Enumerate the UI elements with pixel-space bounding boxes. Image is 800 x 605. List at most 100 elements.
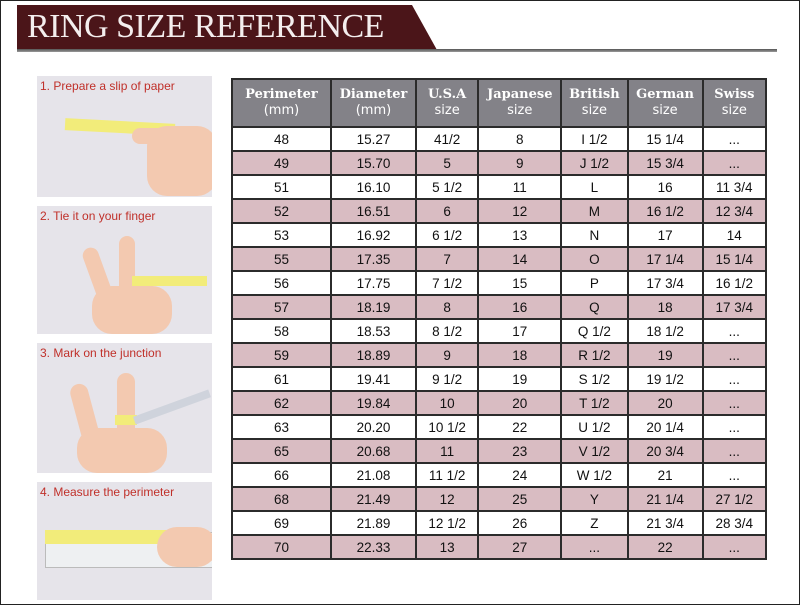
column-header: British size <box>560 78 629 128</box>
title-banner: RING SIZE REFERENCE <box>17 5 437 50</box>
table-row: 65 20.68 11 23 V 1/2 20 3/4... <box>231 438 768 464</box>
table-row: 53 16.92 6 1/2 13 N 17 14 <box>231 222 768 248</box>
table-cell: 12 3/4 <box>701 198 768 224</box>
column-header-name: Diameter <box>339 87 408 102</box>
column-header: Diameter (mm) <box>329 78 418 128</box>
table-cell: 49 <box>231 150 332 176</box>
table-cell: O <box>560 246 629 272</box>
table-cell: 20.20 <box>329 414 418 440</box>
table-cell: 22.33 <box>329 534 418 560</box>
table-cell: M <box>560 198 629 224</box>
table-cell: 21.89 <box>329 510 418 536</box>
table-cell: Q 1/2 <box>560 318 629 344</box>
table-cell: 8 <box>477 126 563 152</box>
table-row: 49 15.70 5 9 J 1/2 15 3/4... <box>231 150 768 176</box>
hand-image <box>157 527 212 567</box>
table-cell: 17 1/4 <box>626 246 704 272</box>
table-cell: 58 <box>231 318 332 344</box>
column-header: Swiss size <box>701 78 768 128</box>
step-3-panel: 3. Mark on the junction <box>37 343 212 473</box>
table-row: 55 17.35 7 14 O 17 1/4 15 1/4 <box>231 246 768 272</box>
column-header-name: Japanese <box>487 87 553 102</box>
table-cell: 19 <box>626 342 704 368</box>
table-cell: 61 <box>231 366 332 392</box>
table-cell: 27 <box>477 534 563 560</box>
column-header-name: Swiss <box>714 87 755 102</box>
column-header-unit: size <box>507 103 533 118</box>
table-cell: 19.84 <box>329 390 418 416</box>
paper-strip-image <box>115 415 137 425</box>
table-cell: R 1/2 <box>560 342 629 368</box>
table-cell: ... <box>701 366 768 392</box>
table-cell: 11 3/4 <box>701 174 768 200</box>
table-cell: 12 1/2 <box>415 510 480 536</box>
table-cell: 5 1/2 <box>415 174 480 200</box>
table-cell: 17 3/4 <box>701 294 768 320</box>
column-header-unit: size <box>434 103 460 118</box>
table-cell: 18 <box>477 342 563 368</box>
finger-image <box>132 128 182 144</box>
table-cell: U 1/2 <box>560 414 629 440</box>
table-cell: ... <box>701 150 768 176</box>
table-row: 70 22.33 13 27... 22... <box>231 534 768 560</box>
table-cell: Z <box>560 510 629 536</box>
table-cell: 14 <box>701 222 768 248</box>
table-cell: 20 3/4 <box>626 438 704 464</box>
table-cell: 19 <box>477 366 563 392</box>
table-cell: 8 <box>415 294 480 320</box>
table-cell: 15 1/4 <box>626 126 704 152</box>
column-header-unit: size <box>581 103 608 118</box>
table-cell: 59 <box>231 342 332 368</box>
table-cell: 20 1/4 <box>626 414 704 440</box>
table-row: 51 16.10 5 1/2 11 L 16 11 3/4 <box>231 174 768 200</box>
table-cell: 6 1/2 <box>415 222 480 248</box>
table-cell: ... <box>701 126 768 152</box>
table-row: 69 21.89 12 1/2 26 Z 21 3/4 28 3/4 <box>231 510 768 536</box>
column-header-unit: size <box>721 103 747 118</box>
table-cell: 16.51 <box>329 198 418 224</box>
table-cell: 10 <box>415 390 480 416</box>
table-row: 58 18.53 8 1/2 17 Q 1/2 18 1/2... <box>231 318 768 344</box>
column-header: Japanese size <box>477 78 563 128</box>
table-cell: Y <box>560 486 629 512</box>
table-cell: ... <box>560 534 629 560</box>
table-cell: 7 <box>415 246 480 272</box>
table-cell: W 1/2 <box>560 462 629 488</box>
column-header-unit: size <box>652 103 678 118</box>
table-cell: 25 <box>477 486 563 512</box>
table-cell: 19 1/2 <box>626 366 704 392</box>
step-label: 3. Mark on the junction <box>40 346 162 360</box>
table-cell: V 1/2 <box>560 438 629 464</box>
table-row: 66 21.08 11 1/2 24 W 1/2 21... <box>231 462 768 488</box>
table-cell: 70 <box>231 534 332 560</box>
step-1-panel: 1. Prepare a slip of paper <box>37 76 212 197</box>
table-cell: 16 <box>626 174 704 200</box>
table-cell: ... <box>701 534 768 560</box>
table-cell: ... <box>701 438 768 464</box>
table-cell: 18 <box>626 294 704 320</box>
step-label: 2. Tie it on your finger <box>40 209 156 223</box>
page-title: RING SIZE REFERENCE <box>27 8 384 45</box>
table-cell: 24 <box>477 462 563 488</box>
table-cell: 21 3/4 <box>626 510 704 536</box>
table-cell: ... <box>701 414 768 440</box>
hand-image <box>77 428 167 473</box>
table-row: 48 15.27 41/2 8 I 1/2 15 1/4... <box>231 126 768 152</box>
column-header-name: Perimeter <box>245 87 318 102</box>
table-cell: 66 <box>231 462 332 488</box>
paper-strip-image <box>45 530 175 544</box>
table-cell: 18.53 <box>329 318 418 344</box>
table-cell: 14 <box>477 246 563 272</box>
table-cell: 19.41 <box>329 366 418 392</box>
table-cell: J 1/2 <box>560 150 629 176</box>
ring-size-table: Perimeter (mm) Diameter (mm) U.S.A size Japane… <box>231 78 768 560</box>
table-cell: 21 <box>626 462 704 488</box>
column-header-name: German <box>636 87 695 102</box>
table-cell: T 1/2 <box>560 390 629 416</box>
paper-strip-image <box>132 276 207 286</box>
column-header-name: British <box>569 87 620 102</box>
column-header: Perimeter (mm) <box>231 78 332 128</box>
table-cell: 41/2 <box>415 126 480 152</box>
step-label: 4. Measure the perimeter <box>40 485 175 499</box>
step-2-panel: 2. Tie it on your finger <box>37 206 212 334</box>
